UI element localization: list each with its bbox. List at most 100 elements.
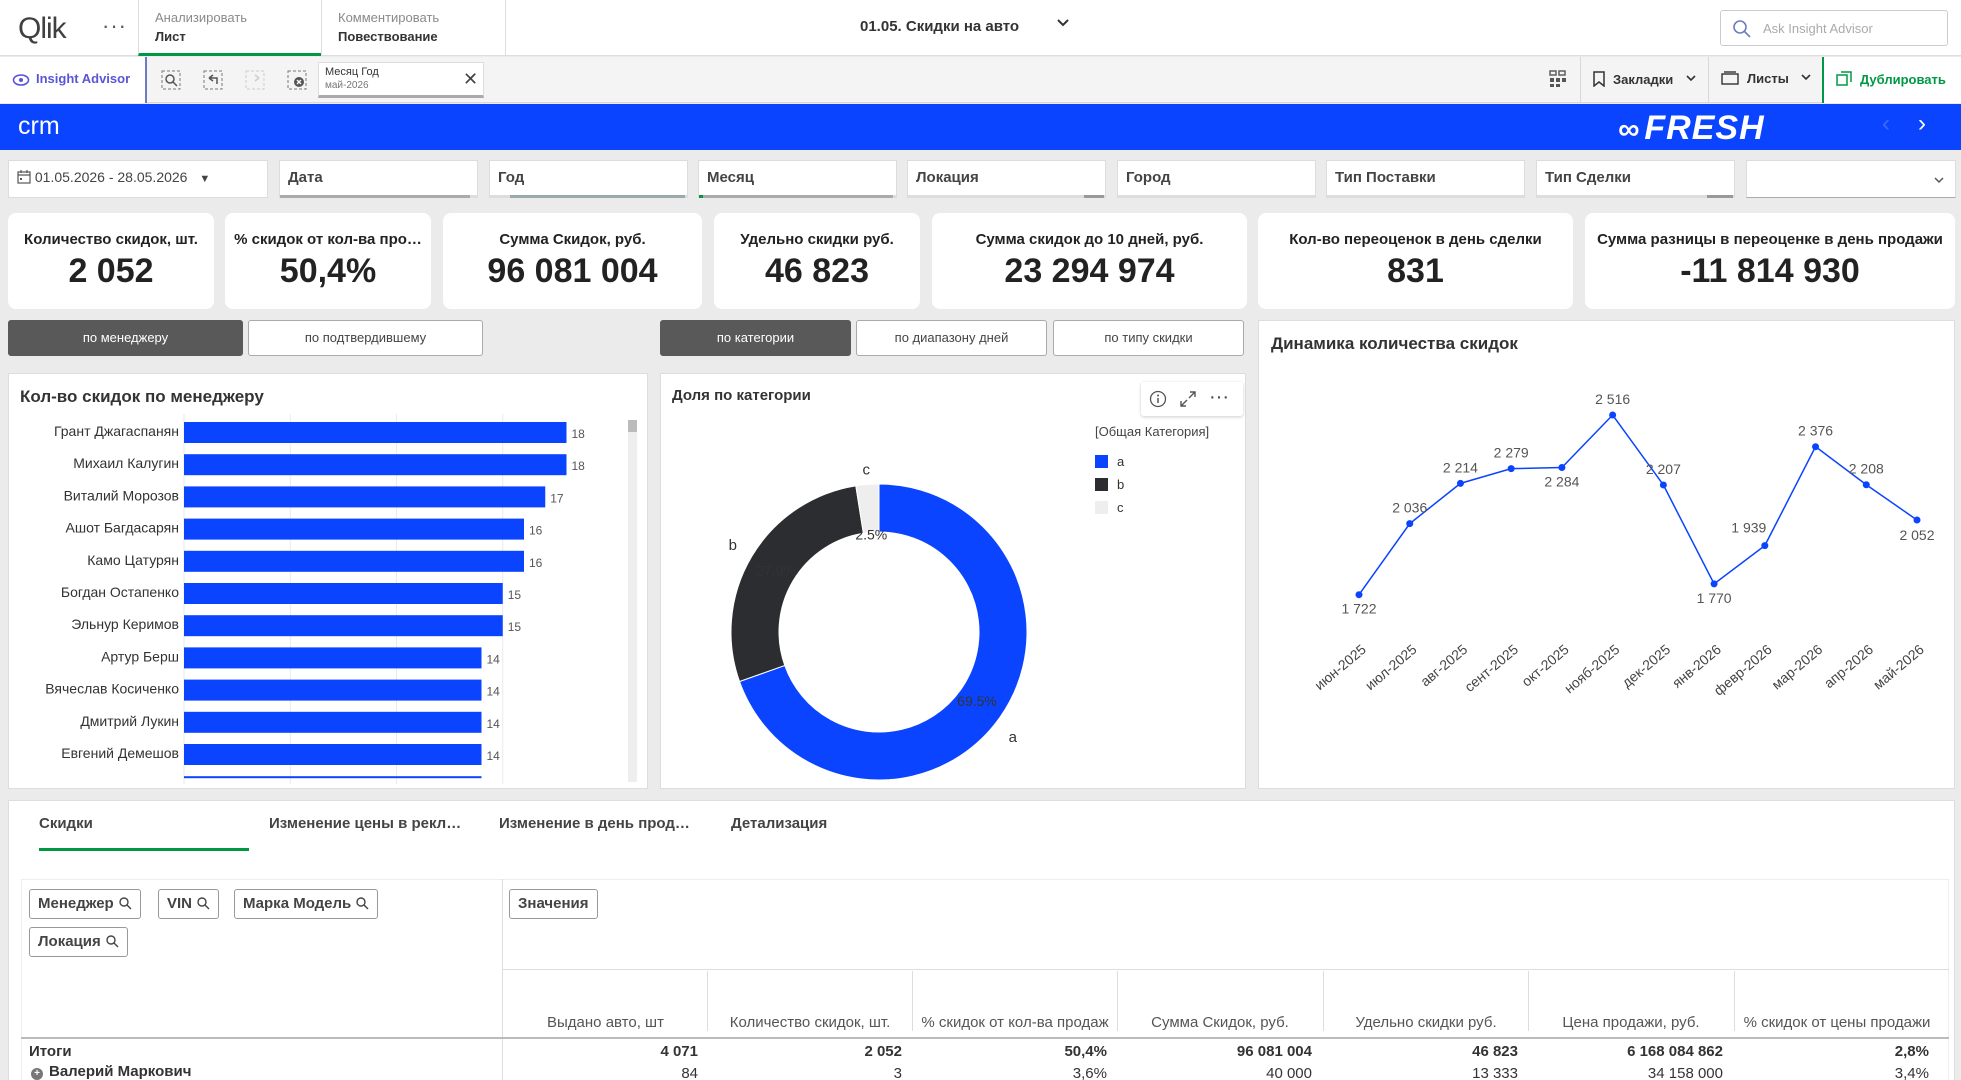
column-header[interactable]: Выдано авто, шт bbox=[547, 1014, 664, 1031]
dynamics-chart-panel[interactable]: Динамика количества скидок 1 722 июн-2025… bbox=[1258, 320, 1955, 789]
line-point[interactable] bbox=[1406, 520, 1414, 528]
bar[interactable] bbox=[184, 647, 482, 669]
search-input[interactable]: Ask Insight Advisor bbox=[1720, 10, 1948, 46]
kpi-reprice-diff[interactable]: Сумма разницы в переоценке в день продаж… bbox=[1585, 213, 1955, 309]
bar[interactable] bbox=[184, 711, 482, 733]
step-back-icon[interactable] bbox=[202, 69, 224, 91]
table-row-label[interactable]: + Валерий Маркович bbox=[31, 1063, 191, 1080]
dimension-chip-manager[interactable]: Менеджер bbox=[29, 889, 141, 919]
kpi-discount-percent[interactable]: % скидок от кол-ва про… 50,4% bbox=[225, 213, 431, 309]
filter-delivery-type[interactable]: Тип Поставки bbox=[1326, 160, 1525, 198]
duplicate-button[interactable]: Дублировать bbox=[1822, 57, 1961, 103]
filter-dropdown[interactable] bbox=[1746, 160, 1956, 198]
donut-slice-b[interactable] bbox=[730, 485, 864, 683]
bar[interactable] bbox=[184, 422, 567, 443]
date-range-picker[interactable]: 01.05.2026 - 28.05.2026 ▼ bbox=[8, 160, 268, 198]
bar[interactable] bbox=[184, 679, 482, 701]
kpi-discount-count[interactable]: Количество скидок, шт. 2 052 bbox=[8, 213, 214, 309]
bar[interactable] bbox=[184, 615, 503, 637]
scrollbar[interactable] bbox=[628, 420, 637, 782]
manager-chart-panel[interactable]: Кол-во скидок по менеджеру Грант Джагасп… bbox=[8, 373, 648, 789]
kpi-reprice-count[interactable]: Кол-во переоценок в день сделки 831 bbox=[1258, 213, 1573, 309]
line-point[interactable] bbox=[1609, 411, 1617, 419]
filter-city[interactable]: Город bbox=[1117, 160, 1316, 198]
manager-bar-chart[interactable]: Грант Джагаспанян 18 Михаил Калугин 18 Витал… bbox=[9, 414, 639, 789]
tab-analyze[interactable]: Анализировать Лист bbox=[138, 0, 321, 56]
bar[interactable] bbox=[184, 583, 503, 604]
filter-month[interactable]: Месяц bbox=[698, 160, 897, 198]
filter-location[interactable]: Локация bbox=[907, 160, 1106, 198]
info-icon[interactable] bbox=[1149, 390, 1167, 408]
donut-slice-c[interactable] bbox=[855, 483, 880, 534]
more-options-icon[interactable]: ··· bbox=[1209, 386, 1229, 408]
kpi-discount-10-days[interactable]: Сумма скидок до 10 дней, руб. 23 294 974 bbox=[932, 213, 1247, 309]
bookmarks-button[interactable]: Закладки bbox=[1580, 57, 1708, 103]
insight-advisor-button[interactable]: Insight Advisor bbox=[0, 57, 147, 103]
filter-date[interactable]: Дата bbox=[279, 160, 478, 198]
sheets-button[interactable]: Листы bbox=[1708, 57, 1822, 103]
kpi-unit-discount[interactable]: Удельно скидки руб. 46 823 bbox=[714, 213, 920, 309]
line-point[interactable] bbox=[1558, 464, 1566, 472]
expand-icon[interactable] bbox=[1179, 390, 1197, 408]
line-point[interactable] bbox=[1913, 516, 1921, 524]
tab-comment[interactable]: Комментировать Повествование bbox=[321, 0, 506, 56]
bar[interactable] bbox=[184, 454, 567, 476]
line-point[interactable] bbox=[1659, 481, 1667, 489]
tab-price-change-ad[interactable]: Изменение цены в рекл… bbox=[269, 815, 462, 832]
smart-search-icon[interactable] bbox=[160, 69, 182, 91]
bar[interactable] bbox=[184, 744, 482, 765]
bar[interactable] bbox=[184, 486, 546, 508]
column-header[interactable]: Удельно скидки руб. bbox=[1323, 971, 1528, 1031]
by-manager-button[interactable]: по менеджеру bbox=[8, 320, 243, 356]
line-point[interactable] bbox=[1355, 591, 1363, 599]
date-range-value: 01.05.2026 - 28.05.2026 bbox=[34, 169, 188, 185]
values-chip[interactable]: Значения bbox=[509, 889, 598, 919]
line-point[interactable] bbox=[1761, 542, 1769, 550]
column-header[interactable]: % скидок от цены продажи bbox=[1734, 971, 1939, 1031]
dimension-chip-location[interactable]: Локация bbox=[29, 927, 128, 957]
line-point[interactable] bbox=[1456, 479, 1464, 487]
line-point[interactable] bbox=[1862, 481, 1870, 489]
dimension-chip-vin[interactable]: VIN bbox=[158, 889, 220, 919]
line-point[interactable] bbox=[1812, 443, 1820, 451]
category-donut-chart[interactable]: 69.5% a 27.9% b 2.5% c bbox=[661, 414, 1081, 784]
column-header[interactable]: Количество скидок, шт. bbox=[707, 971, 912, 1031]
donut-slice-a[interactable] bbox=[738, 483, 1028, 781]
selection-chip[interactable]: Месяц Год май-2026 ✕ bbox=[318, 62, 484, 98]
chevron-down-icon[interactable] bbox=[1056, 16, 1070, 34]
close-icon[interactable]: ✕ bbox=[463, 69, 479, 89]
chevron-left-icon[interactable]: ‹ bbox=[1882, 110, 1890, 137]
legend-item-c[interactable]: c bbox=[1095, 500, 1124, 523]
line-series[interactable] bbox=[1358, 413, 1918, 596]
line-point[interactable] bbox=[1710, 580, 1718, 588]
expand-icon[interactable]: + bbox=[31, 1068, 43, 1080]
clear-selections-icon[interactable] bbox=[286, 69, 308, 91]
tab-discounts[interactable]: Скидки bbox=[39, 815, 249, 851]
grid-icon[interactable] bbox=[1548, 69, 1568, 89]
qlik-logo[interactable]: Qlik bbox=[18, 12, 67, 45]
tab-details[interactable]: Детализация bbox=[731, 815, 828, 832]
tab-change-sale-day[interactable]: Изменение в день прод… bbox=[499, 815, 690, 832]
category-chart-panel[interactable]: Доля по категории ··· 69.5% a 27.9% b 2.5% c … bbox=[660, 373, 1246, 789]
more-menu-icon[interactable]: ··· bbox=[102, 13, 127, 38]
bar[interactable] bbox=[184, 518, 524, 540]
by-category-button[interactable]: по категории bbox=[660, 320, 851, 356]
filter-year[interactable]: Год bbox=[489, 160, 688, 198]
filter-deal-type[interactable]: Тип Сделки bbox=[1536, 160, 1735, 198]
kpi-discount-sum[interactable]: Сумма Скидок, руб. 96 081 004 bbox=[443, 213, 702, 309]
column-header[interactable]: Цена продажи, руб. bbox=[1528, 971, 1733, 1031]
column-header[interactable]: % скидок от кол-ва продаж bbox=[912, 971, 1117, 1031]
scrollbar-thumb[interactable] bbox=[628, 420, 637, 432]
by-discount-type-button[interactable]: по типу скидки bbox=[1053, 320, 1244, 356]
sheet-title[interactable]: 01.05. Скидки на авто bbox=[860, 18, 1020, 35]
legend-item-a[interactable]: a bbox=[1095, 454, 1124, 477]
bar[interactable] bbox=[184, 550, 524, 572]
by-confirmer-button[interactable]: по подтвердившему bbox=[248, 320, 483, 356]
chevron-right-icon[interactable]: › bbox=[1918, 110, 1926, 137]
column-header[interactable]: Сумма Скидок, руб. bbox=[1117, 971, 1322, 1031]
by-day-range-button[interactable]: по диапазону дней bbox=[856, 320, 1047, 356]
line-point[interactable] bbox=[1507, 465, 1515, 473]
dimension-chip-model[interactable]: Марка Модель bbox=[234, 889, 379, 919]
legend-item-b[interactable]: b bbox=[1095, 477, 1124, 500]
